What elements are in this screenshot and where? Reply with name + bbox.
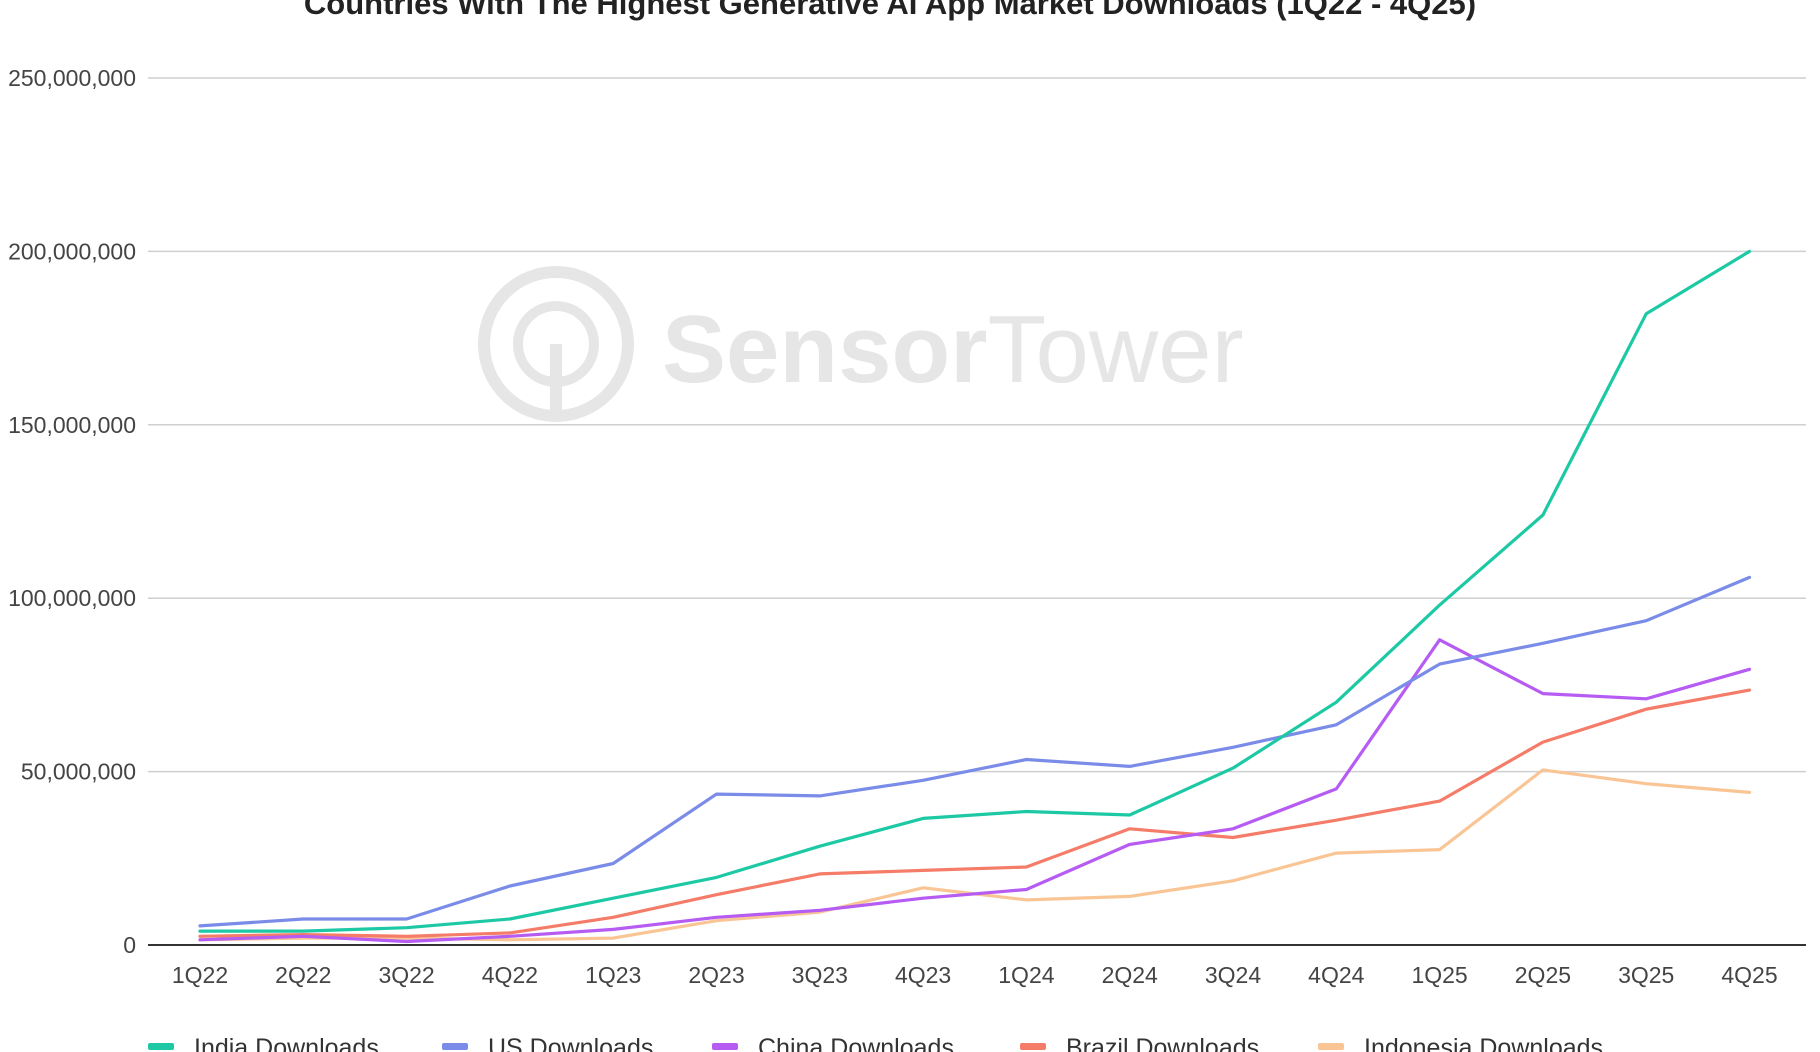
x-tick-label: 2Q24 xyxy=(1102,962,1158,988)
legend-label-indonesia-downloads: Indonesia Downloads xyxy=(1364,1034,1603,1052)
watermark-brand-light: Tower xyxy=(987,296,1243,403)
x-tick-label: 3Q24 xyxy=(1205,962,1261,988)
series-line-china-downloads xyxy=(198,638,1752,944)
y-tick-label: 200,000,000 xyxy=(8,238,136,264)
series-line-indonesia-downloads xyxy=(198,768,1752,942)
legend-label-india-downloads: India Downloads xyxy=(194,1034,379,1052)
legend-swatch-brazil-downloads xyxy=(1020,1043,1046,1050)
legend: India Downloads US Downloads China Downloa… xyxy=(148,1034,1603,1052)
chart-title: Countries With The Highest Generative AI… xyxy=(304,0,1476,21)
y-tick-label: 250,000,000 xyxy=(8,65,136,91)
x-tick-label: 1Q22 xyxy=(172,962,228,988)
x-tick-label: 4Q24 xyxy=(1308,962,1364,988)
x-tick-label: 3Q22 xyxy=(378,962,434,988)
y-tick-label: 0 xyxy=(123,932,136,958)
legend-label-us-downloads: US Downloads xyxy=(488,1034,653,1052)
gridlines xyxy=(148,77,1806,773)
legend-swatch-us-downloads xyxy=(442,1043,468,1050)
x-tick-label: 3Q23 xyxy=(792,962,848,988)
legend-swatch-indonesia-downloads xyxy=(1318,1043,1344,1050)
series-lines xyxy=(198,249,1752,944)
x-tick-label: 4Q23 xyxy=(895,962,951,988)
sensor-tower-watermark: SensorTower xyxy=(478,266,1244,422)
x-tick-label: 1Q23 xyxy=(585,962,641,988)
x-tick-label: 3Q25 xyxy=(1618,962,1674,988)
series-line-india-downloads xyxy=(198,249,1752,933)
x-tick-label: 1Q24 xyxy=(998,962,1054,988)
y-axis-ticks: 0 50,000,000 100,000,000 150,000,000 200,000… xyxy=(8,65,136,958)
watermark-text: SensorTower xyxy=(662,296,1244,403)
legend-label-brazil-downloads: Brazil Downloads xyxy=(1066,1034,1259,1052)
x-axis-ticks: 1Q22 2Q22 3Q22 4Q22 1Q23 2Q23 3Q23 4Q23 1Q24 2Q24… xyxy=(172,962,1778,988)
legend-swatch-china-downloads xyxy=(712,1043,738,1050)
x-tick-label: 2Q23 xyxy=(688,962,744,988)
y-tick-label: 50,000,000 xyxy=(21,759,136,785)
series-line-us-downloads xyxy=(198,575,1752,928)
watermark-brand-bold: Sensor xyxy=(662,296,987,403)
legend-label-china-downloads: China Downloads xyxy=(758,1034,954,1052)
x-tick-label: 2Q25 xyxy=(1515,962,1571,988)
x-tick-label: 4Q22 xyxy=(482,962,538,988)
x-tick-label: 2Q22 xyxy=(275,962,331,988)
x-tick-label: 1Q25 xyxy=(1411,962,1467,988)
y-tick-label: 100,000,000 xyxy=(8,585,136,611)
x-tick-label: 4Q25 xyxy=(1721,962,1777,988)
sensor-tower-logo-icon xyxy=(478,266,634,422)
legend-swatch-india-downloads xyxy=(148,1043,174,1050)
y-tick-label: 150,000,000 xyxy=(8,412,136,438)
series-line-brazil-downloads xyxy=(198,688,1752,938)
